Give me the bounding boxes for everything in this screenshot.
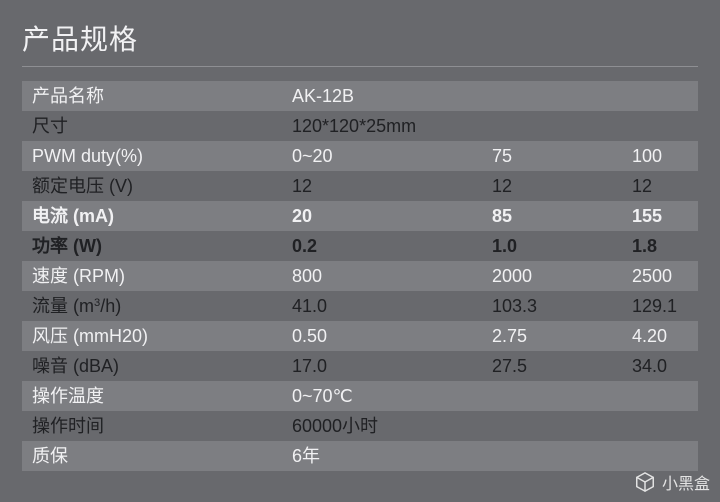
row-value: 1.0 xyxy=(482,231,622,261)
row-value: 27.5 xyxy=(482,351,622,381)
row-value: 0~20 xyxy=(282,141,482,171)
row-value: 800 xyxy=(282,261,482,291)
row-value: 12 xyxy=(482,171,622,201)
row-value: 12 xyxy=(282,171,482,201)
row-value: 155 xyxy=(622,201,698,231)
spec-table: 产品名称AK-12B尺寸120*120*25mmPWM duty(%)0~207… xyxy=(22,81,698,471)
row-value: 0~70℃ xyxy=(282,381,698,411)
row-label: 操作温度 xyxy=(22,381,282,411)
row-value: 4.20 xyxy=(622,321,698,351)
table-row: 电流 (mA)2085155 xyxy=(22,201,698,231)
row-value: 103.3 xyxy=(482,291,622,321)
row-value: 75 xyxy=(482,141,622,171)
row-value: 1.8 xyxy=(622,231,698,261)
row-value: 100 xyxy=(622,141,698,171)
table-row: 操作温度0~70℃ xyxy=(22,381,698,411)
row-value: 0.50 xyxy=(282,321,482,351)
watermark-text: 小黑盒 xyxy=(662,470,710,494)
row-value: 2500 xyxy=(622,261,698,291)
row-value: AK-12B xyxy=(282,81,698,111)
table-row: 尺寸120*120*25mm xyxy=(22,111,698,141)
row-label: 操作时间 xyxy=(22,411,282,441)
row-label: 电流 (mA) xyxy=(22,201,282,231)
table-row: 操作时间60000小时 xyxy=(22,411,698,441)
table-row: 质保6年 xyxy=(22,441,698,471)
table-row: 产品名称AK-12B xyxy=(22,81,698,111)
row-value: 0.2 xyxy=(282,231,482,261)
table-row: 噪音 (dBA)17.027.534.0 xyxy=(22,351,698,381)
watermark: 小黑盒 xyxy=(634,470,710,494)
table-row: 速度 (RPM)80020002500 xyxy=(22,261,698,291)
row-label: 风压 (mmH20) xyxy=(22,321,282,351)
title-divider xyxy=(22,66,698,67)
row-label: 噪音 (dBA) xyxy=(22,351,282,381)
row-label: 速度 (RPM) xyxy=(22,261,282,291)
row-value: 34.0 xyxy=(622,351,698,381)
row-value: 2.75 xyxy=(482,321,622,351)
row-label: 质保 xyxy=(22,441,282,471)
row-value: 20 xyxy=(282,201,482,231)
row-value: 12 xyxy=(622,171,698,201)
table-row: 额定电压 (V)121212 xyxy=(22,171,698,201)
row-value: 85 xyxy=(482,201,622,231)
row-label: PWM duty(%) xyxy=(22,141,282,171)
row-value: 6年 xyxy=(282,441,698,471)
row-value: 129.1 xyxy=(622,291,698,321)
row-value: 120*120*25mm xyxy=(282,111,698,141)
row-label: 流量 (m3/h) xyxy=(22,291,282,321)
row-value: 41.0 xyxy=(282,291,482,321)
page-title: 产品规格 xyxy=(22,18,698,58)
row-label: 产品名称 xyxy=(22,81,282,111)
row-value: 2000 xyxy=(482,261,622,291)
row-label: 尺寸 xyxy=(22,111,282,141)
row-value: 60000小时 xyxy=(282,411,698,441)
row-label: 额定电压 (V) xyxy=(22,171,282,201)
row-label: 功率 (W) xyxy=(22,231,282,261)
spec-sheet: 产品规格 产品名称AK-12B尺寸120*120*25mmPWM duty(%)… xyxy=(0,0,720,502)
table-row: PWM duty(%)0~2075100 xyxy=(22,141,698,171)
table-row: 功率 (W)0.21.01.8 xyxy=(22,231,698,261)
heybox-icon xyxy=(634,471,656,493)
table-row: 流量 (m3/h)41.0103.3129.1 xyxy=(22,291,698,321)
row-value: 17.0 xyxy=(282,351,482,381)
table-row: 风压 (mmH20)0.502.754.20 xyxy=(22,321,698,351)
